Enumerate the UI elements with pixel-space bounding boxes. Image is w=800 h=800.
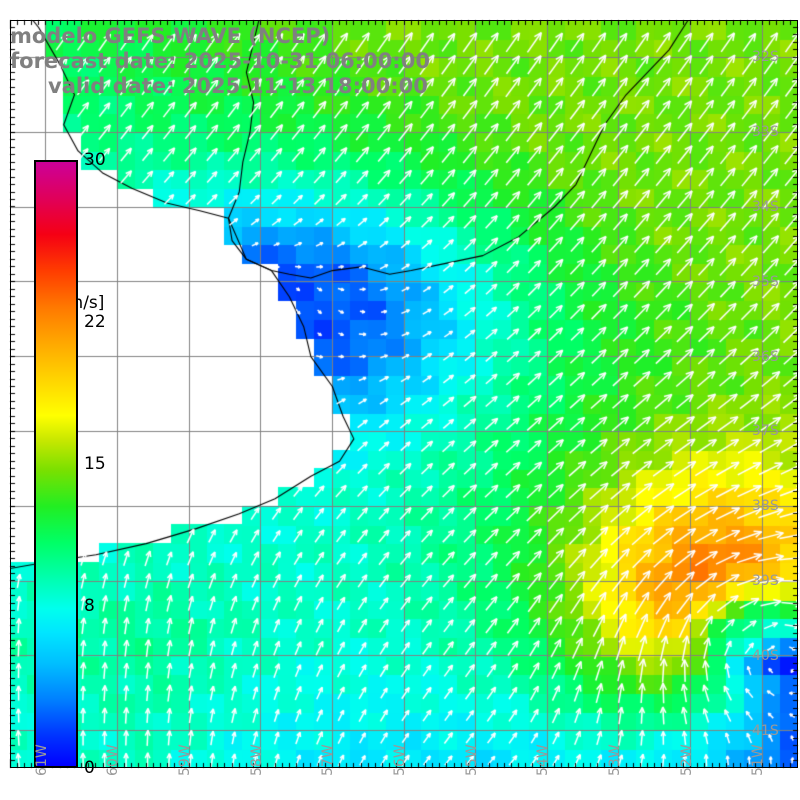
colorbar-tick-8: 8 <box>84 595 95 616</box>
colorbar-legend[interactable]: [m/s] <box>34 160 104 768</box>
wind-vector-arrows <box>10 20 798 768</box>
colorbar-tick-0: 0 <box>84 758 95 778</box>
colorbar-tick-30: 30 <box>84 150 106 170</box>
colorbar-gradient[interactable] <box>34 160 78 768</box>
map-plot-area[interactable] <box>10 20 798 768</box>
colorbar-tick-15: 15 <box>84 454 106 474</box>
colorbar-tick-22: 22 <box>84 312 106 333</box>
